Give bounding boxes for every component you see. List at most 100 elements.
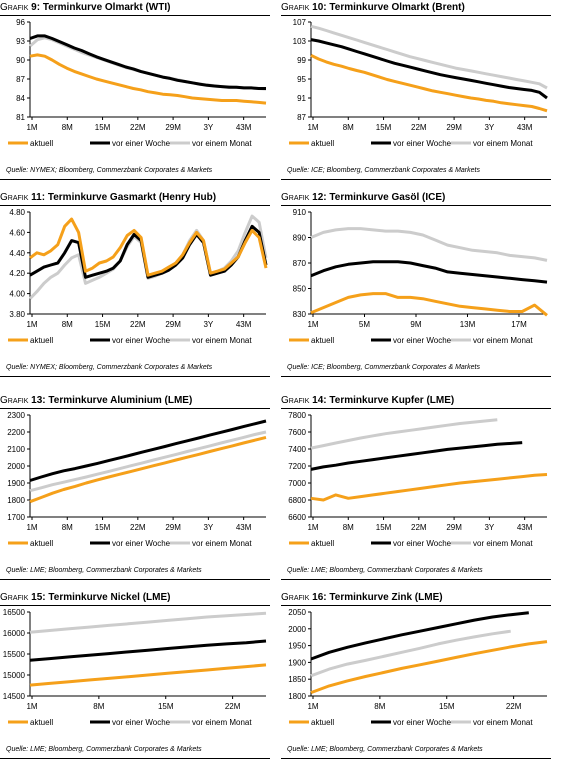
title-prefix: Grafik: [281, 592, 313, 603]
panel-top-rule: [0, 205, 270, 206]
chart-source: Quelle: LME; Bloomberg, Commerzbank Corp…: [287, 746, 483, 753]
chart-number: 9:: [31, 2, 43, 13]
panel-top-rule: [0, 605, 270, 606]
chart-number: 11:: [31, 192, 48, 203]
series-line-aktuell: [310, 292, 548, 317]
x-tick-label: 1M: [26, 123, 37, 132]
x-tick-label: 17M: [511, 320, 527, 329]
series-line-woche: [310, 260, 548, 284]
y-tick-label: 2100: [7, 445, 25, 454]
y-tick-label: 1950: [288, 642, 306, 651]
y-tick-label: 4.60: [9, 228, 25, 237]
y-tick-label: 7600: [288, 428, 306, 437]
chart-source: Quelle: NYMEX; Bloomberg, Commerzbank Co…: [6, 167, 213, 174]
chart-panel-wti: Grafik 9: Terminkurve Olmarkt (WTI) 81 84 8…: [0, 0, 280, 185]
series-line-aktuell: [310, 53, 548, 113]
x-tick-label: 22M: [411, 123, 427, 132]
series-line-woche: [310, 441, 523, 471]
y-tick-label: 1800: [288, 692, 306, 701]
x-tick-label: 15M: [95, 523, 111, 532]
x-tick-label: 15M: [439, 702, 455, 711]
panel-bottom-rule: [0, 758, 270, 759]
y-tick-label: 15500: [3, 650, 26, 659]
chart-title-text: Terminkurve Gasöl (ICE): [329, 192, 446, 203]
y-tick-label: 7000: [288, 479, 306, 488]
x-tick-label: 3Y: [484, 523, 494, 532]
chart-title: Grafik 13: Terminkurve Aluminium (LME): [0, 395, 192, 406]
y-tick-label: 7200: [288, 462, 306, 471]
legend-label-monat: vor einem Monat: [192, 139, 252, 148]
chart-panel-brent: Grafik 10: Terminkurve Olmarkt (Brent) 87…: [281, 0, 561, 185]
x-tick-label: 3Y: [484, 123, 494, 132]
x-tick-label: 22M: [411, 523, 427, 532]
y-tick-label: 1850: [288, 675, 306, 684]
series-line-monat: [310, 418, 498, 450]
chart-svg: 87 91 95 99 103 107 1M 8M 15M 22M 29M 3Y 43M aktuell v…: [289, 18, 548, 148]
series-line-woche: [310, 38, 548, 100]
x-tick-label: 9M: [410, 320, 421, 329]
series-line-monat: [310, 24, 548, 90]
x-tick-label: 8M: [93, 702, 104, 711]
chart-title-text: Terminkurve Nickel (LME): [48, 592, 171, 603]
series-line-woche: [310, 611, 529, 661]
panel-bottom-rule: [281, 179, 551, 180]
x-tick-label: 22M: [130, 523, 146, 532]
chart-source: Quelle: NYMEX; Bloomberg, Commerzbank Co…: [6, 364, 213, 371]
panel-bottom-rule: [0, 376, 270, 377]
y-tick-label: 81: [16, 113, 25, 122]
x-tick-label: 3Y: [203, 523, 213, 532]
y-tick-label: 3.80: [9, 310, 25, 319]
y-tick-label: 93: [16, 37, 25, 46]
x-tick-label: 15M: [95, 123, 111, 132]
chart-title: Grafik 12: Terminkurve Gasöl (ICE): [281, 192, 445, 203]
x-tick-label: 43M: [236, 320, 252, 329]
y-tick-label: 6600: [288, 513, 306, 522]
x-tick-label: 1M: [26, 523, 37, 532]
x-tick-label: 15M: [376, 123, 392, 132]
legend-label-aktuell: aktuell: [311, 718, 334, 727]
y-tick-label: 16500: [3, 608, 26, 617]
y-tick-label: 1800: [7, 496, 25, 505]
y-tick-label: 2050: [288, 608, 306, 617]
x-tick-label: 8M: [374, 702, 385, 711]
x-tick-label: 8M: [343, 523, 354, 532]
x-tick-label: 1M: [26, 702, 37, 711]
y-tick-label: 91: [297, 94, 306, 103]
chart-panel-henry-hub: Grafik 11: Terminkurve Gasmarkt (Henry H…: [0, 190, 280, 382]
x-tick-label: 22M: [225, 702, 241, 711]
chart-svg: 1700 1800 1900 2000 2100 2200 2300 1M 8M 15M 22M 29…: [7, 411, 267, 548]
panel-top-rule: [281, 15, 551, 16]
x-tick-label: 5M: [359, 320, 370, 329]
chart-panel-kupfer: Grafik 14: Terminkurve Kupfer (LME) 6600 6…: [281, 393, 561, 585]
chart-number: 14:: [312, 395, 330, 406]
title-prefix: Grafik: [281, 395, 313, 406]
y-tick-label: 14500: [3, 692, 26, 701]
chart-svg: 1800 1850 1900 1950 2000 2050 1M 8M 15M 22M aktuel…: [288, 608, 548, 727]
legend-label-woche: vor einer Woche: [393, 139, 452, 148]
chart-svg: 14500 15000 15500 16000 16500 1M 8M 15M 22M aktue…: [3, 608, 267, 727]
y-tick-label: 1700: [7, 513, 25, 522]
legend-label-woche: vor einer Woche: [393, 336, 452, 345]
series-line-woche: [29, 224, 268, 279]
legend-label-monat: vor einem Monat: [192, 539, 252, 548]
legend-label-aktuell: aktuell: [30, 718, 53, 727]
legend-label-woche: vor einer Woche: [112, 718, 171, 727]
legend-label-monat: vor einem Monat: [473, 139, 533, 148]
legend-label-aktuell: aktuell: [311, 336, 334, 345]
y-tick-label: 870: [293, 259, 307, 268]
y-tick-label: 4.80: [9, 208, 25, 217]
y-tick-label: 15000: [3, 671, 26, 680]
y-tick-label: 87: [297, 113, 306, 122]
legend-label-aktuell: aktuell: [30, 139, 53, 148]
series-line-monat: [310, 629, 511, 678]
chart-title-text: Terminkurve Gasmarkt (Henry Hub): [47, 192, 217, 203]
panel-top-rule: [281, 408, 551, 409]
series-line-aktuell: [29, 217, 268, 277]
x-tick-label: 8M: [62, 123, 73, 132]
chart-source: Quelle: LME; Bloomberg, Commerzbank Corp…: [6, 567, 202, 574]
legend-label-aktuell: aktuell: [311, 139, 334, 148]
x-tick-label: 43M: [236, 123, 252, 132]
y-tick-label: 7800: [288, 411, 306, 420]
x-tick-label: 1M: [307, 320, 318, 329]
legend-label-monat: vor einem Monat: [473, 539, 533, 548]
